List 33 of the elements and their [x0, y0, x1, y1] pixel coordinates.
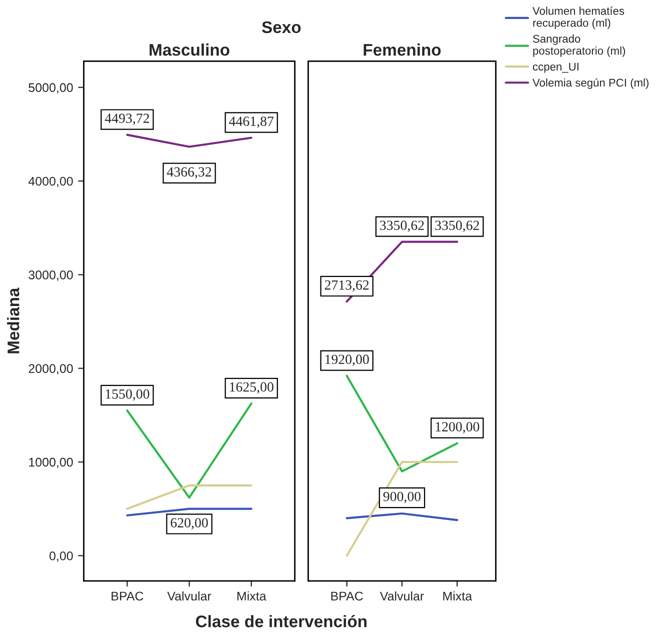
y-tick-label: 4000,00 — [28, 176, 73, 188]
x-tick-label: Mixta — [443, 591, 472, 601]
data-label: 4493,72 — [104, 114, 150, 125]
y-tick-label: 2000,00 — [28, 364, 73, 374]
legend-label: Volumen hematíes recuperado (ml) — [532, 6, 624, 29]
y-axis-title: Mediana — [7, 288, 20, 354]
data-label: 1920,00 — [325, 354, 369, 366]
x-tick-label: Valvular — [380, 591, 424, 601]
data-label: 3350,62 — [380, 220, 424, 232]
data-label: 1200,00 — [436, 422, 480, 434]
x-axis-title: Clase de intervención — [196, 614, 367, 628]
data-label: 4461,87 — [229, 116, 274, 128]
data-label: 2713,62 — [324, 280, 369, 292]
x-tick-label: BPAC — [331, 592, 363, 601]
data-label: 1550,00 — [106, 389, 150, 401]
text: Sexo — [262, 21, 301, 34]
data-label: 900,00 — [383, 492, 421, 504]
x-tick-label: Valvular — [167, 591, 212, 601]
chart-title: Masculino — [150, 44, 230, 56]
x-tick-label: BPAC — [112, 592, 144, 601]
data-label: 3350,62 — [435, 220, 479, 232]
y-tick-label: 3000,00 — [28, 270, 73, 281]
data-label: 620,00 — [170, 518, 208, 530]
legend-label: Sangrado postoperatorio (ml) — [532, 34, 626, 57]
y-tick-label: 1000,00 — [29, 458, 73, 468]
data-label: 1625,00 — [230, 382, 274, 394]
y-tick-label: 5000,00 — [28, 83, 73, 94]
legend-label: Volemia según PCI (ml) — [532, 78, 649, 89]
legend-label: ccpen_UI — [532, 62, 578, 73]
y-tick-label: 0,00 — [49, 551, 73, 562]
x-tick-label: Mixta — [237, 591, 266, 601]
chart-title: Femenino — [364, 44, 441, 56]
data-label: 4366,32 — [166, 167, 212, 179]
